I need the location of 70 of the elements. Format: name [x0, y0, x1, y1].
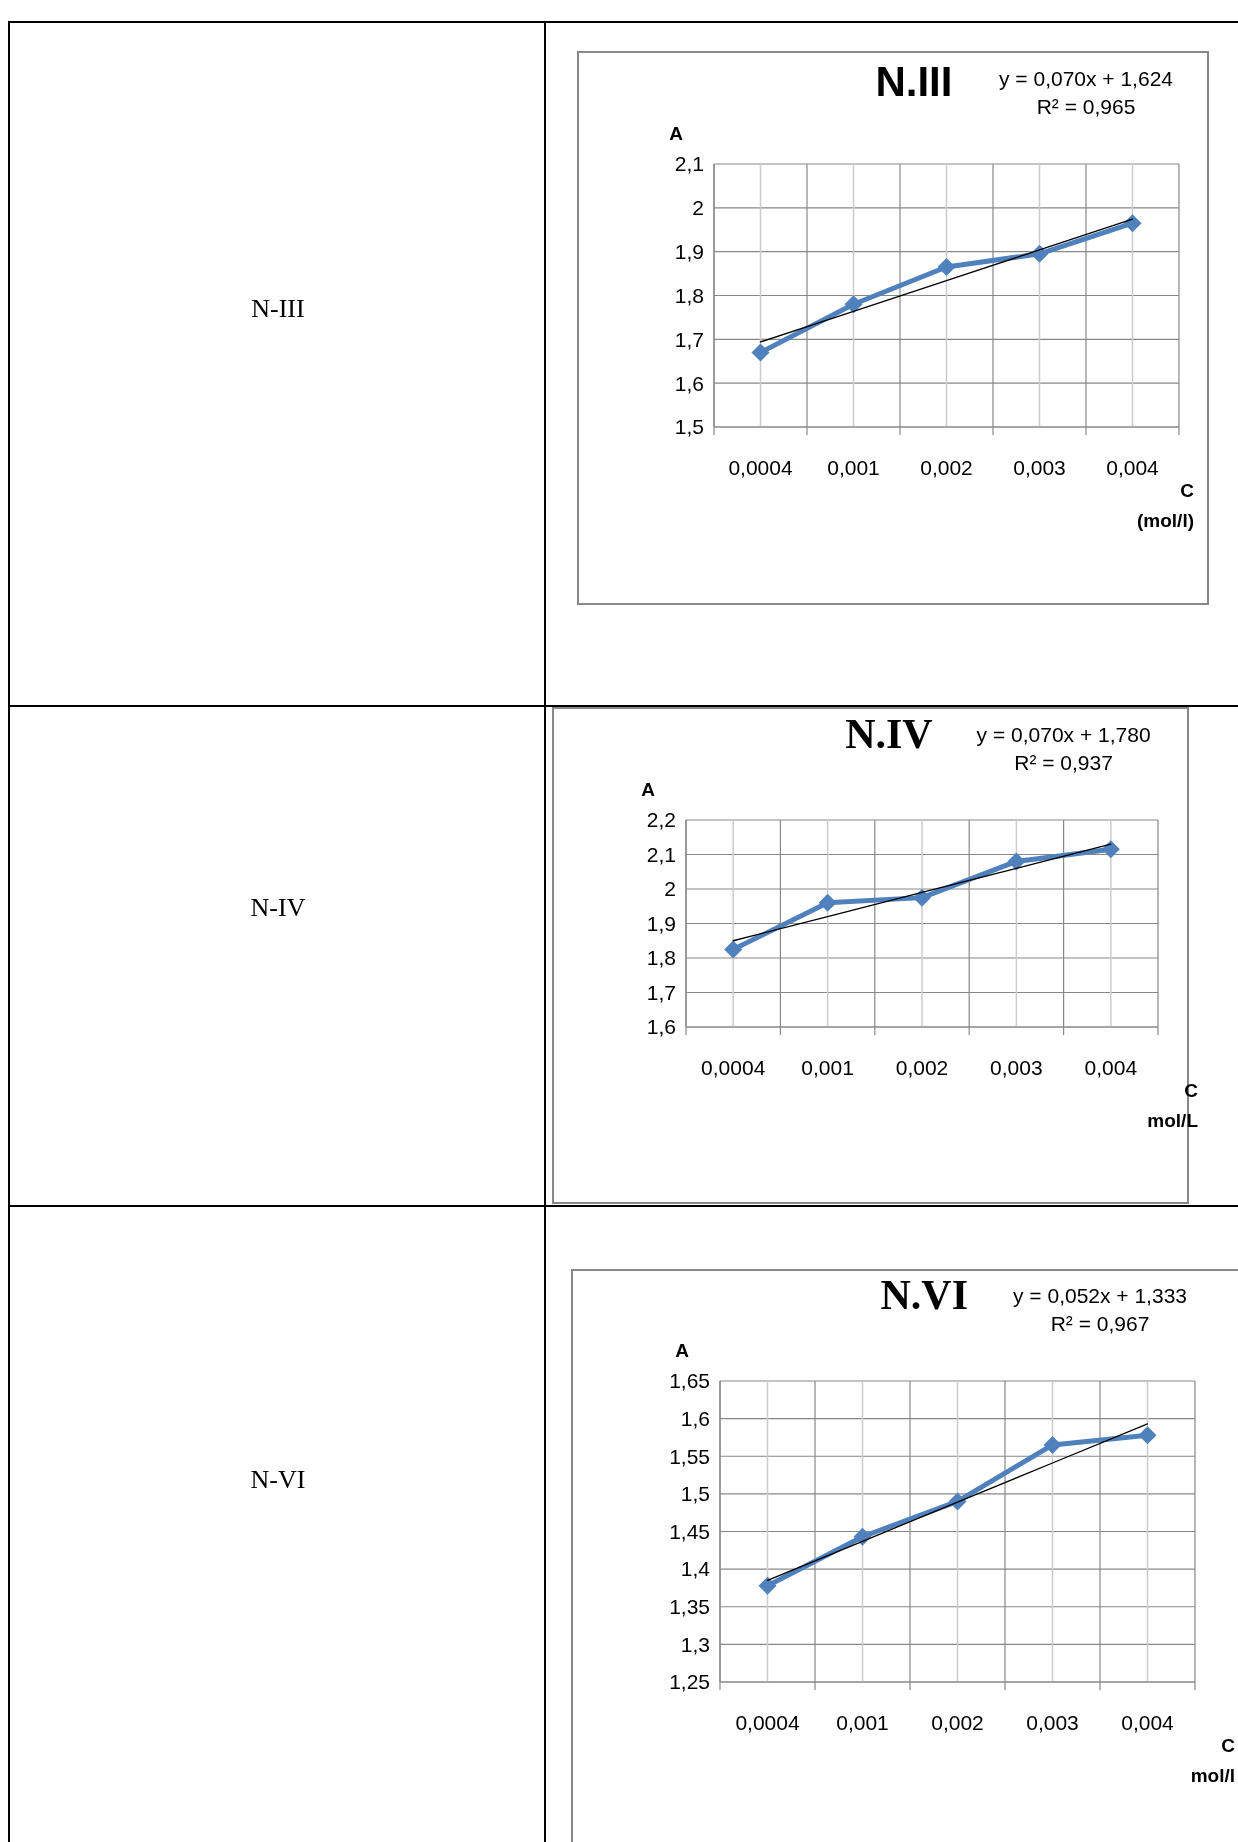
y-tick-label: 1,8 — [674, 283, 704, 307]
point — [1101, 840, 1120, 859]
point — [937, 258, 956, 277]
y-axis-title: A — [641, 779, 656, 800]
x-tick-label: 0,003 — [990, 1056, 1043, 1079]
y-tick-label: 1,6 — [674, 371, 704, 395]
x-tick-label: 0,004 — [1106, 456, 1160, 479]
x-tick-label: 0,003 — [1013, 456, 1066, 479]
point — [844, 295, 863, 314]
x-tick-label: 0,0004 — [735, 1711, 800, 1734]
x-axis-title: C mol/L — [1147, 1080, 1199, 1131]
x-tick-label: 0,002 — [895, 1056, 949, 1079]
x-tick-label: 0,002 — [920, 456, 973, 479]
y-tick-label: 1,7 — [674, 327, 704, 351]
x-tick-label: 0,002 — [931, 1711, 984, 1734]
y-tick-label: 1,3 — [680, 1632, 710, 1656]
y-tick-label: 1,6 — [646, 1015, 676, 1039]
x-axis-title: C mol/l — [1190, 1735, 1236, 1786]
x-tick-label: 0,0004 — [701, 1056, 766, 1079]
text: y = 0,070x + 1,780 — [976, 723, 1151, 746]
point — [1007, 852, 1026, 871]
x-tick-label: 0,003 — [1026, 1711, 1079, 1734]
point — [818, 893, 837, 912]
y-tick-label: 2 — [692, 196, 704, 220]
y-tick-label: 1,9 — [646, 911, 676, 935]
y-tick-label: 1,25 — [669, 1670, 710, 1694]
y-tick-label: 1,7 — [646, 980, 676, 1004]
x-tick-label: 0,001 — [836, 1711, 889, 1734]
point — [724, 940, 743, 959]
chart-title: N.III — [875, 58, 953, 105]
point — [751, 343, 770, 362]
point — [1123, 214, 1142, 233]
text: R² = 0,937 — [1014, 751, 1113, 774]
y-tick-label: 1,55 — [669, 1444, 710, 1468]
y-tick-label: 1,6 — [680, 1406, 710, 1430]
y-tick-label: 1,45 — [669, 1519, 710, 1543]
y-tick-label: 1,35 — [669, 1595, 710, 1619]
text: R² = 0,967 — [1050, 1312, 1150, 1335]
x-tick-label: 0,004 — [1121, 1711, 1175, 1734]
chart-title: N.IV — [845, 711, 933, 757]
point — [853, 1527, 872, 1546]
x-tick-label: 0,004 — [1084, 1056, 1138, 1079]
point — [913, 888, 931, 907]
text: N-IV — [250, 893, 306, 922]
text: y = 0,070x + 1,624 — [999, 67, 1174, 90]
point — [1030, 244, 1049, 263]
y-tick-label: 1,5 — [680, 1482, 710, 1506]
chart-title: N.VI — [880, 1272, 969, 1318]
x-tick-label: 0,0004 — [728, 456, 793, 479]
y-tick-label: 1,65 — [669, 1369, 710, 1393]
y-tick-label: 1,8 — [646, 946, 676, 970]
x-tick-label: 0,001 — [801, 1056, 854, 1079]
y-tick-label: 2,1 — [674, 152, 704, 176]
y-tick-label: 2 — [664, 877, 676, 901]
y-axis-title: A — [675, 1340, 690, 1361]
y-tick-label: 1,4 — [680, 1557, 711, 1581]
y-tick-label: 1,5 — [674, 415, 704, 439]
y-tick-label: 2,1 — [646, 842, 676, 866]
x-tick-label: 0,001 — [827, 456, 880, 479]
y-tick-label: 2,2 — [646, 808, 676, 832]
x-axis-title: C (mol/l) — [1137, 480, 1195, 531]
point — [1043, 1435, 1062, 1454]
y-tick-label: 1,9 — [674, 240, 704, 264]
point — [1138, 1426, 1157, 1445]
y-axis-title: A — [669, 123, 684, 144]
point — [758, 1576, 777, 1595]
text: N-III — [251, 294, 305, 323]
text: R² = 0,965 — [1036, 95, 1136, 118]
text: N-VI — [250, 1465, 306, 1494]
text: y = 0,052x + 1,333 — [1013, 1284, 1187, 1307]
